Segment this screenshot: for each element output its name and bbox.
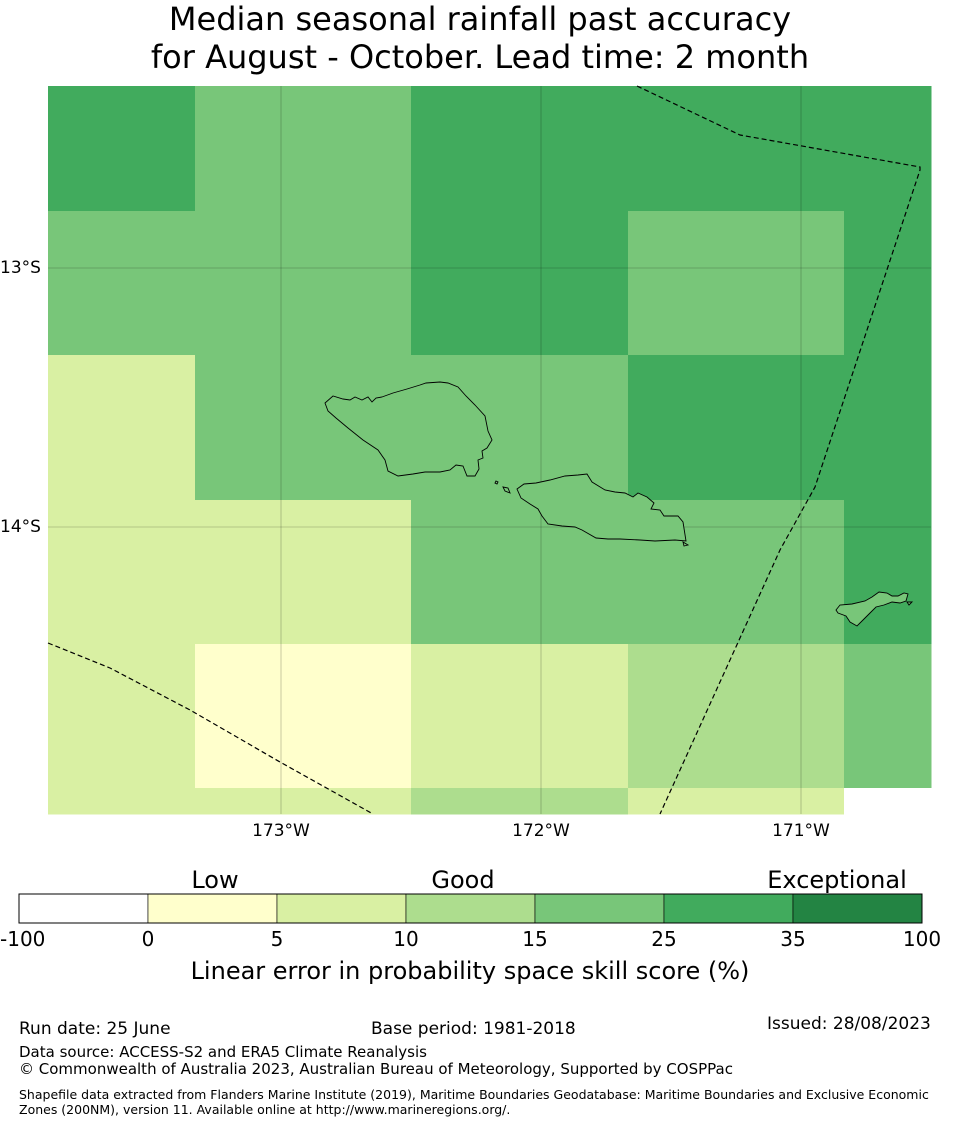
upolu-island — [516, 473, 687, 542]
colorbar-segment-6 — [792, 893, 923, 924]
lat-label-14s: 14°S — [0, 517, 41, 537]
grid-cell-r4-c7 — [844, 644, 932, 789]
grid-cell-r5-c2 — [303, 788, 412, 815]
lat-label-13s: 13°S — [0, 258, 41, 278]
grid-cell-r0-c4 — [519, 86, 629, 212]
grid-cell-r4-c1 — [195, 644, 304, 789]
savaii-island — [324, 381, 493, 477]
grid-cell-r1-c3 — [411, 211, 520, 356]
eez-boundaries — [47, 85, 921, 815]
grid-cell-r4-c0 — [48, 644, 196, 789]
grid-cell-r5-c6 — [736, 788, 845, 815]
grid-cell-r1-c5 — [628, 211, 737, 356]
grid-cell-r0-c3 — [411, 86, 520, 212]
colorbar-tick-1: 0 — [141, 927, 155, 951]
colorbar-outline — [18, 893, 923, 924]
colorbar-segment-4 — [534, 893, 665, 924]
category-good: Good — [431, 866, 495, 894]
grid-cell-r2-c1 — [195, 355, 304, 501]
category-low: Low — [191, 866, 239, 894]
grid-cell-r0-c2 — [303, 86, 412, 212]
islands — [324, 381, 914, 627]
grid-cell-r1-c7 — [844, 211, 932, 356]
nuutele-islet — [682, 541, 690, 547]
colorbar-segment-5 — [663, 893, 794, 924]
grid-cell-r3-c3 — [411, 500, 520, 645]
grid-cell-r5-c7 — [844, 788, 932, 815]
map-title-line-1: Median seasonal rainfall past accuracy — [168, 0, 792, 38]
grid-cell-r2-c6 — [736, 355, 845, 501]
apolima-islet — [494, 480, 499, 485]
grid-cell-r0-c6 — [736, 86, 845, 212]
grid-cell-r3-c2 — [303, 500, 412, 645]
colorbar-tick-7: 100 — [902, 927, 942, 951]
copyright: © Commonwealth of Australia 2023, Austra… — [19, 1060, 733, 1078]
eez-boundary-southwest — [47, 642, 374, 815]
grid-cell-r0-c7 — [844, 86, 932, 212]
grid-cell-r0-c0 — [48, 86, 196, 212]
graticule — [48, 86, 931, 814]
colorbar-label: Linear error in probability space skill … — [190, 957, 750, 985]
issued-date: Issued: 28/08/2023 — [767, 1014, 931, 1034]
base-period: Base period: 1981-2018 — [371, 1019, 576, 1039]
grid-cell-r1-c1 — [195, 211, 304, 356]
skill-grid — [48, 86, 932, 815]
shapefile-credit: Shapefile data extracted from Flanders M… — [19, 1087, 929, 1117]
colorbar-tick-4: 15 — [522, 927, 548, 951]
aunuu-islet — [906, 601, 914, 606]
tutuila-island — [835, 591, 909, 627]
eez-boundary-northeast — [636, 85, 921, 815]
grid-cell-r1-c6 — [736, 211, 845, 356]
colorbar — [18, 893, 923, 924]
colorbar-tick-2: 5 — [270, 927, 284, 951]
data-source: Data source: ACCESS-S2 and ERA5 Climate … — [19, 1043, 427, 1061]
grid-cell-r2-c0 — [48, 355, 196, 501]
lon-label-173w: 173°W — [252, 821, 310, 841]
grid-cell-r5-c0 — [48, 788, 196, 815]
grid-cell-r3-c6 — [736, 500, 845, 645]
colorbar-tick-3: 10 — [393, 927, 419, 951]
colorbar-tick-5: 25 — [651, 927, 677, 951]
colorbar-segment-3 — [405, 893, 536, 924]
grid-cell-r0-c5 — [628, 86, 737, 212]
grid-cell-r3-c0 — [48, 500, 196, 645]
grid-cell-r4-c6 — [736, 644, 845, 789]
grid-cell-r5-c5 — [628, 788, 737, 815]
colorbar-segment-1 — [147, 893, 278, 924]
grid-cell-r4-c5 — [628, 644, 737, 789]
lon-label-171w: 171°W — [772, 821, 830, 841]
grid-cell-r3-c1 — [195, 500, 304, 645]
grid-cell-r4-c4 — [519, 644, 629, 789]
grid-cell-r1-c0 — [48, 211, 196, 356]
category-exceptional: Exceptional — [767, 866, 907, 894]
colorbar-segment-2 — [276, 893, 407, 924]
grid-cell-r4-c3 — [411, 644, 520, 789]
manono-islet — [502, 486, 511, 494]
grid-cell-r2-c5 — [628, 355, 737, 501]
grid-cell-r4-c2 — [303, 644, 412, 789]
colorbar-tick-0: -100 — [0, 927, 46, 951]
colorbar-tick-6: 35 — [780, 927, 806, 951]
map-title-line-2: for August - October. Lead time: 2 month — [150, 38, 810, 76]
grid-cell-r1-c2 — [303, 211, 412, 356]
grid-cell-r0-c1 — [195, 86, 304, 212]
grid-cell-r5-c1 — [195, 788, 304, 815]
grid-cell-r5-c4 — [519, 788, 629, 815]
lon-label-172w: 172°W — [512, 821, 570, 841]
grid-cell-r1-c4 — [519, 211, 629, 356]
grid-cell-r5-c3 — [411, 788, 520, 815]
run-date: Run date: 25 June — [19, 1019, 171, 1039]
colorbar-segment-0 — [18, 893, 149, 924]
grid-cell-r2-c7 — [844, 355, 932, 501]
